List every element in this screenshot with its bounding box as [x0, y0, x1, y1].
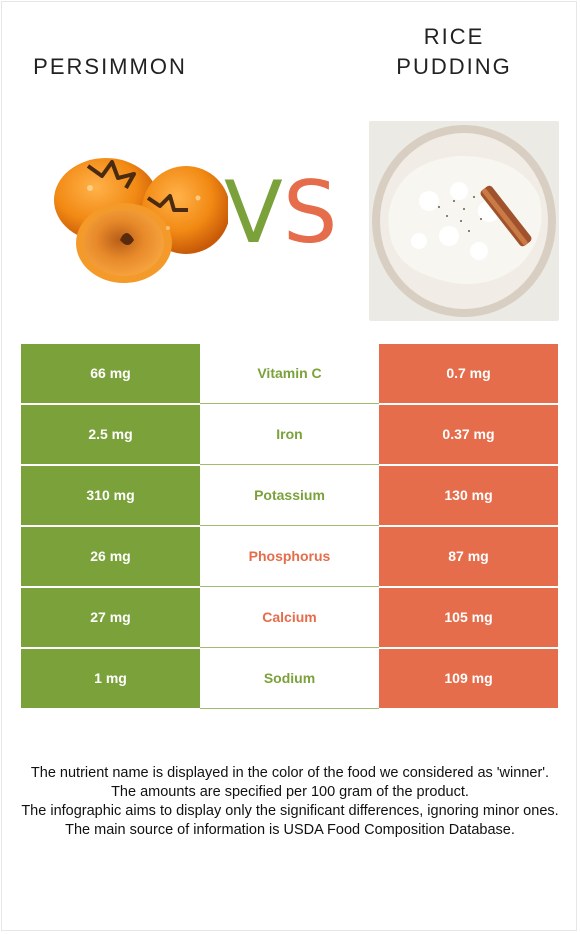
- rice-pudding-image: [369, 121, 559, 321]
- footer-note: The amounts are specified per 100 gram o…: [111, 784, 469, 800]
- right-value: 0.37 mg: [379, 405, 558, 464]
- table-row: 66 mg Vitamin C 0.7 mg: [21, 344, 558, 405]
- right-value: 87 mg: [379, 527, 558, 586]
- footer-note: The nutrient name is displayed in the co…: [30, 765, 550, 781]
- nutrient-name: Iron: [200, 405, 379, 465]
- table-row: 1 mg Sodium 109 mg: [21, 649, 558, 710]
- left-value: 26 mg: [21, 527, 200, 586]
- nutrient-name: Vitamin C: [200, 344, 379, 404]
- food-left-title: PERSIMMON: [33, 54, 187, 79]
- left-value: 1 mg: [21, 649, 200, 708]
- nutrient-name: Calcium: [200, 588, 379, 648]
- table-row: 310 mg Potassium 130 mg: [21, 466, 558, 527]
- right-value: 105 mg: [379, 588, 558, 647]
- nutrient-name: Potassium: [200, 466, 379, 526]
- footer-note: The infographic aims to display only the…: [21, 803, 559, 819]
- table-row: 27 mg Calcium 105 mg: [21, 588, 558, 649]
- persimmon-image: [54, 158, 228, 283]
- nutrient-comparison-table: 66 mg Vitamin C 0.7 mg 2.5 mg Iron 0.37 …: [21, 344, 558, 710]
- food-right-title: RICE PUDDING: [396, 24, 512, 79]
- left-value: 66 mg: [21, 344, 200, 403]
- table-row: 2.5 mg Iron 0.37 mg: [21, 405, 558, 466]
- left-value: 310 mg: [21, 466, 200, 525]
- table-row: 26 mg Phosphorus 87 mg: [21, 527, 558, 588]
- left-value: 2.5 mg: [21, 405, 200, 464]
- vs-s: S: [282, 163, 338, 263]
- right-value: 109 mg: [379, 649, 558, 708]
- vs-v: V: [224, 163, 283, 263]
- right-value: 130 mg: [379, 466, 558, 525]
- footer-notes: The nutrient name is displayed in the co…: [20, 764, 560, 840]
- vs-label: VS: [224, 168, 354, 258]
- right-value: 0.7 mg: [379, 344, 558, 403]
- footer-note: The main source of information is USDA F…: [65, 822, 515, 838]
- nutrient-name: Phosphorus: [200, 527, 379, 587]
- nutrient-name: Sodium: [200, 649, 379, 709]
- left-value: 27 mg: [21, 588, 200, 647]
